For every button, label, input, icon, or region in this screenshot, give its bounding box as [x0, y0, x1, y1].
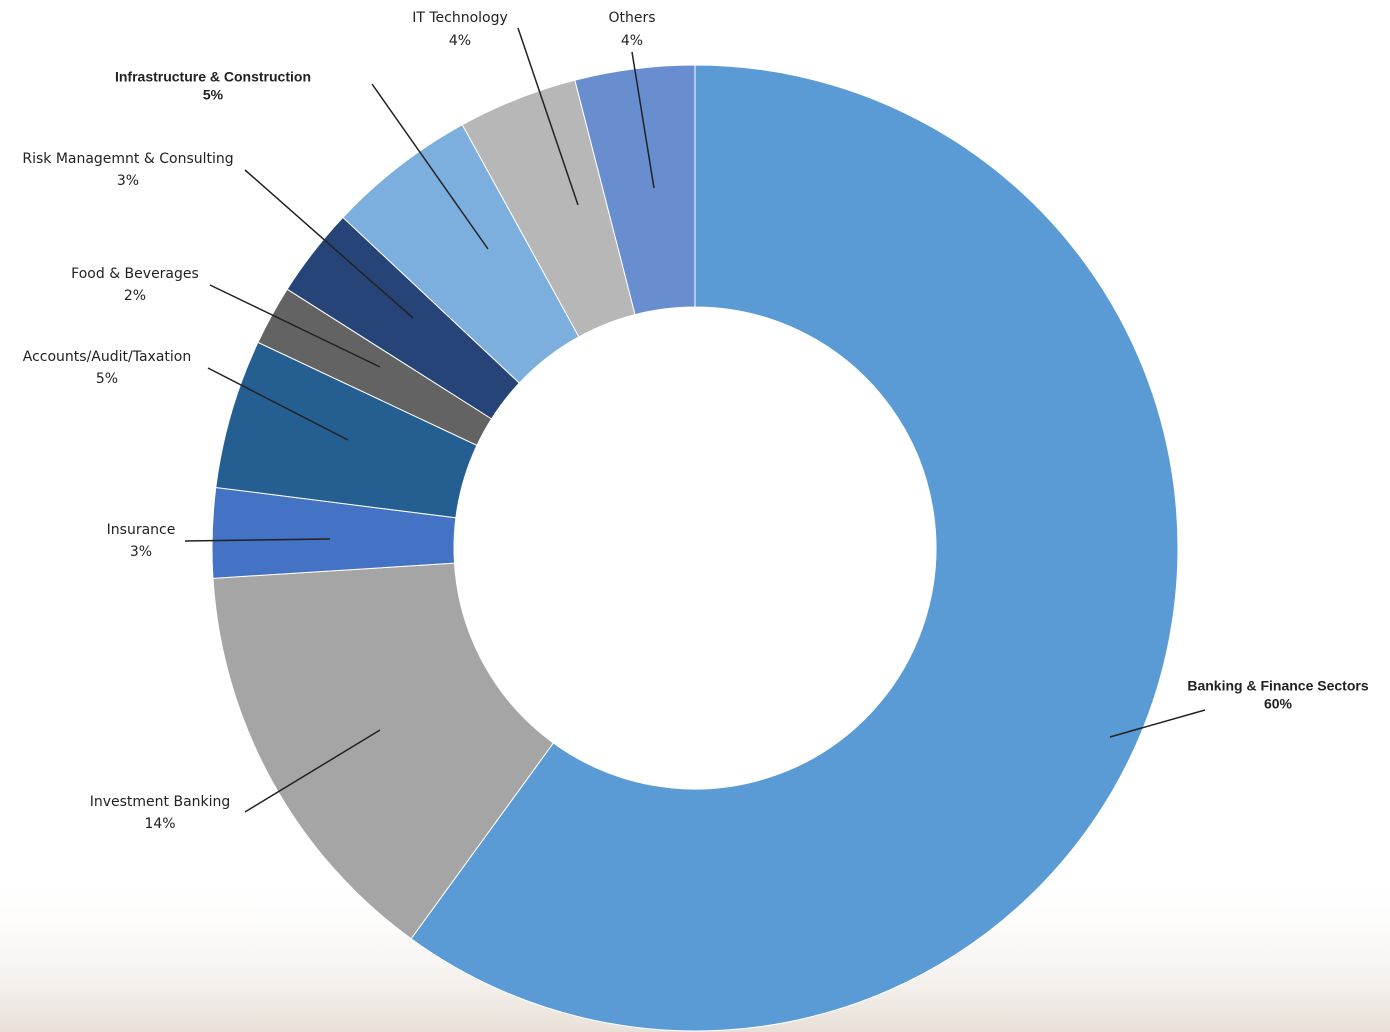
- slice-label: IT Technology: [412, 10, 508, 26]
- slice-label: Investment Banking: [90, 794, 231, 810]
- slice-value-label: 2%: [124, 288, 146, 304]
- slice-value-label: 4%: [621, 33, 643, 49]
- slice-label: Food & Beverages: [71, 266, 199, 282]
- slice-label: Insurance: [107, 522, 176, 538]
- slice-value-label: 3%: [130, 544, 152, 560]
- slice-value-label: 60%: [1264, 696, 1293, 712]
- slice-value-label: 14%: [144, 816, 175, 832]
- slice-label: Others: [608, 10, 655, 26]
- slice-value-label: 5%: [96, 371, 118, 387]
- slice-value-label: 5%: [203, 87, 224, 103]
- slice-value-label: 3%: [117, 173, 139, 189]
- slice-value-label: 4%: [449, 33, 471, 49]
- slice-label: Accounts/Audit/Taxation: [23, 349, 191, 365]
- slice-label: Banking & Finance Sectors: [1187, 678, 1368, 694]
- slice-label: Infrastructure & Construction: [115, 69, 311, 85]
- page: {"chart_data": {"type": "donut", "catego…: [0, 0, 1390, 1032]
- slice-label: Risk Managemnt & Consulting: [22, 151, 233, 167]
- chart: Banking & Finance Sectors 60% Investment B…: [0, 0, 1390, 1032]
